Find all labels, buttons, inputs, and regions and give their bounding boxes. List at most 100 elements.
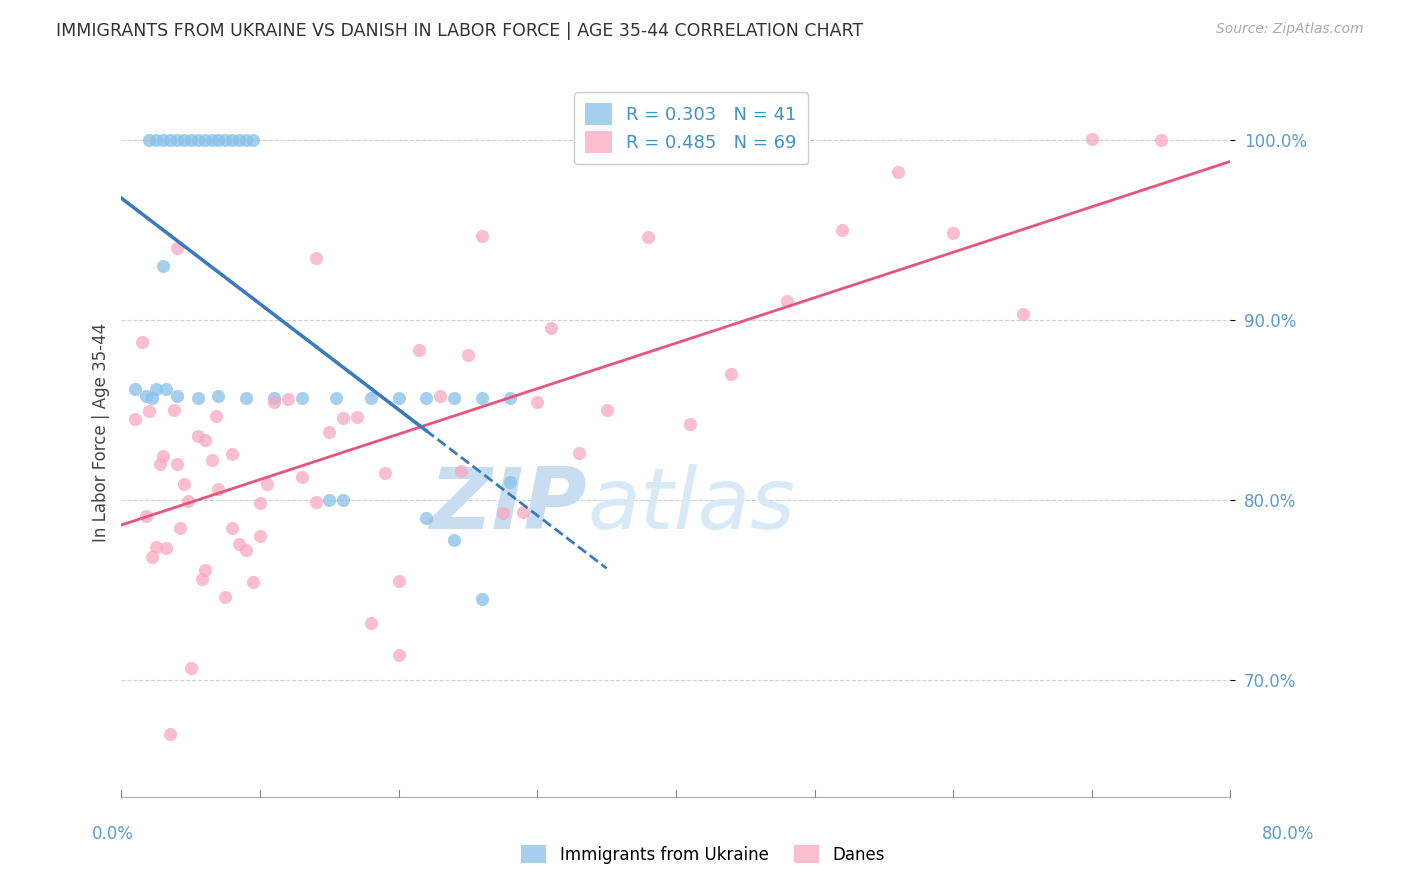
Point xyxy=(180,133,202,147)
Point xyxy=(512,505,534,519)
Point xyxy=(155,382,177,396)
Point xyxy=(388,391,411,405)
Point xyxy=(443,533,465,547)
Point xyxy=(249,529,271,543)
Point xyxy=(471,591,494,606)
Point xyxy=(145,382,167,396)
Point xyxy=(194,433,217,447)
Point xyxy=(138,404,160,418)
Point xyxy=(332,411,354,425)
Point xyxy=(169,521,191,535)
Point xyxy=(471,391,494,405)
Point xyxy=(204,409,226,423)
Point xyxy=(277,392,299,407)
Point xyxy=(173,477,195,491)
Point xyxy=(568,445,591,459)
Legend: R = 0.303   N = 41, R = 0.485   N = 69: R = 0.303 N = 41, R = 0.485 N = 69 xyxy=(574,92,808,164)
Point xyxy=(228,537,250,551)
Point xyxy=(498,475,520,489)
Point xyxy=(242,575,264,590)
Point xyxy=(304,252,326,266)
Point xyxy=(187,133,209,147)
Point xyxy=(155,541,177,555)
Point xyxy=(214,591,236,605)
Point xyxy=(228,133,250,147)
Point xyxy=(152,449,174,463)
Point xyxy=(221,133,243,147)
Point xyxy=(1011,307,1033,321)
Text: 0.0%: 0.0% xyxy=(91,825,134,843)
Point xyxy=(304,494,326,508)
Point xyxy=(187,391,209,405)
Point xyxy=(637,229,659,244)
Point xyxy=(540,321,562,335)
Point xyxy=(408,343,430,358)
Point xyxy=(235,543,257,558)
Point xyxy=(249,496,271,510)
Point xyxy=(173,133,195,147)
Point xyxy=(159,727,181,741)
Point xyxy=(325,391,347,405)
Point xyxy=(720,367,742,381)
Point xyxy=(200,133,222,147)
Point xyxy=(415,391,437,405)
Point xyxy=(374,467,396,481)
Point xyxy=(831,222,853,236)
Point xyxy=(207,133,229,147)
Text: Source: ZipAtlas.com: Source: ZipAtlas.com xyxy=(1216,22,1364,37)
Point xyxy=(471,229,494,244)
Point xyxy=(207,389,229,403)
Text: 80.0%: 80.0% xyxy=(1263,825,1315,843)
Point xyxy=(135,509,157,524)
Point xyxy=(415,511,437,525)
Point xyxy=(291,470,314,484)
Point xyxy=(124,412,146,426)
Point xyxy=(429,389,451,403)
Point xyxy=(135,389,157,403)
Point xyxy=(1150,133,1173,147)
Point xyxy=(141,550,163,565)
Point xyxy=(166,133,188,147)
Point xyxy=(145,540,167,554)
Point xyxy=(214,133,236,147)
Point xyxy=(291,391,314,405)
Point xyxy=(200,452,222,467)
Point xyxy=(149,457,172,471)
Point xyxy=(221,447,243,461)
Point xyxy=(152,260,174,274)
Point xyxy=(776,293,799,308)
Point xyxy=(595,403,617,417)
Point xyxy=(318,493,340,508)
Point xyxy=(360,616,382,631)
Point xyxy=(388,648,411,663)
Point xyxy=(263,391,285,405)
Point xyxy=(450,464,472,478)
Point xyxy=(526,394,548,409)
Point xyxy=(332,493,354,508)
Point xyxy=(159,133,181,147)
Point xyxy=(492,506,515,520)
Text: IMMIGRANTS FROM UKRAINE VS DANISH IN LABOR FORCE | AGE 35-44 CORRELATION CHART: IMMIGRANTS FROM UKRAINE VS DANISH IN LAB… xyxy=(56,22,863,40)
Y-axis label: In Labor Force | Age 35-44: In Labor Force | Age 35-44 xyxy=(93,323,110,542)
Point xyxy=(942,226,965,240)
Point xyxy=(887,165,910,179)
Point xyxy=(242,133,264,147)
Point xyxy=(145,133,167,147)
Point xyxy=(221,521,243,535)
Point xyxy=(166,457,188,471)
Point xyxy=(124,382,146,396)
Text: atlas: atlas xyxy=(588,464,796,547)
Text: ZIP: ZIP xyxy=(430,464,588,547)
Point xyxy=(131,335,153,350)
Point xyxy=(235,133,257,147)
Point xyxy=(498,391,520,405)
Point xyxy=(443,391,465,405)
Point xyxy=(166,389,188,403)
Point xyxy=(207,483,229,497)
Point xyxy=(163,403,186,417)
Point xyxy=(346,410,368,425)
Point xyxy=(388,574,411,588)
Point xyxy=(191,572,214,586)
Point xyxy=(180,661,202,675)
Point xyxy=(194,133,217,147)
